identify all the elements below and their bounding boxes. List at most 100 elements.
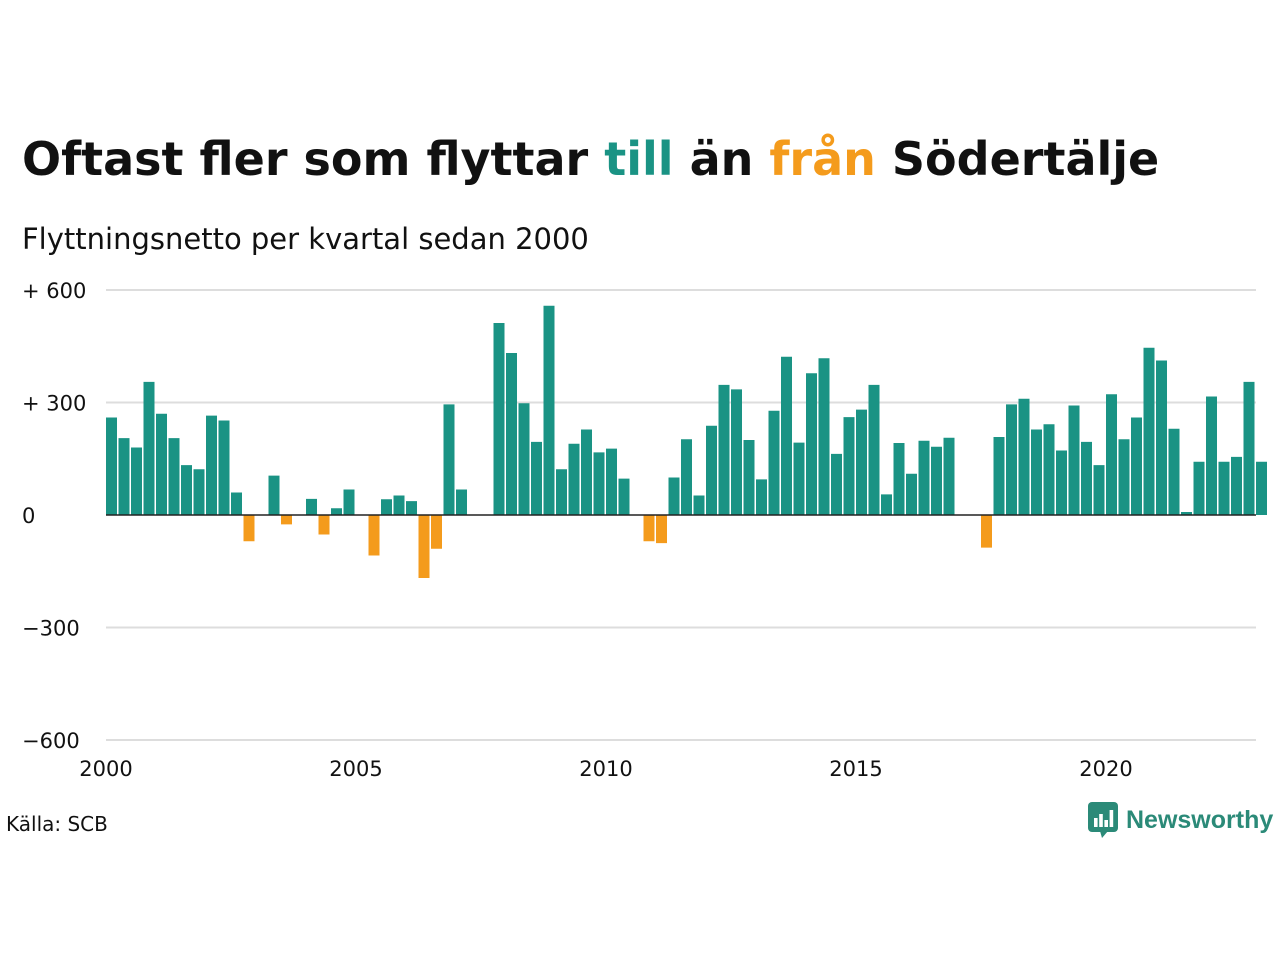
bar <box>893 443 905 515</box>
bar <box>306 498 317 515</box>
bar <box>1156 360 1167 515</box>
bar <box>318 515 330 535</box>
bar <box>1168 428 1180 515</box>
source-note: Källa: SCB <box>6 812 108 836</box>
bar <box>843 417 855 515</box>
bar <box>493 323 505 515</box>
bar <box>331 508 342 515</box>
y-tick-label: −600 <box>22 729 80 753</box>
x-tick-label: 2020 <box>1079 757 1132 781</box>
bar <box>343 489 355 515</box>
x-tick-label: 2000 <box>79 757 132 781</box>
bar <box>106 417 117 515</box>
bar <box>818 358 830 515</box>
bar <box>206 415 217 515</box>
title-part-3: Södertälje <box>875 132 1160 186</box>
bars <box>106 305 1267 578</box>
bar <box>381 499 392 515</box>
bar <box>918 440 930 515</box>
bar <box>868 384 880 515</box>
bar <box>743 440 755 515</box>
y-tick-label: + 600 <box>22 279 86 303</box>
title-part-1: Oftast fler som flyttar <box>22 132 605 186</box>
bar <box>768 410 780 515</box>
bar <box>543 305 555 515</box>
bar <box>1131 417 1142 515</box>
bar <box>1243 381 1255 515</box>
title-word-till: till <box>604 132 674 186</box>
bar <box>281 515 292 525</box>
bar <box>593 452 605 515</box>
bar <box>1043 424 1055 515</box>
bar <box>131 447 142 515</box>
bar <box>718 384 730 515</box>
bar <box>668 477 680 515</box>
bar-chart: + 600 + 300 0 −300 −600 2000 2005 2010 2015 2020 <box>22 279 1267 781</box>
newsworthy-logo-icon <box>1088 802 1118 838</box>
bar <box>243 515 255 542</box>
bar <box>181 465 192 515</box>
bar <box>1256 461 1267 515</box>
bar <box>831 453 842 515</box>
bar <box>1081 441 1092 515</box>
x-tick-label: 2005 <box>329 757 382 781</box>
bar <box>906 473 917 515</box>
bar <box>1181 512 1192 515</box>
bar <box>1106 394 1117 515</box>
bar <box>506 353 517 515</box>
y-tick-label: −300 <box>22 617 80 641</box>
bar <box>681 439 692 515</box>
bar <box>1193 461 1205 515</box>
bar <box>443 404 455 515</box>
bar <box>1031 429 1042 515</box>
bar <box>556 469 567 515</box>
bar <box>1143 347 1155 515</box>
bar <box>931 446 942 515</box>
bar <box>218 420 230 515</box>
newsworthy-logo-text: Newsworthy <box>1126 805 1274 834</box>
bar <box>1068 405 1080 515</box>
bar <box>1118 439 1130 515</box>
bar <box>431 515 442 549</box>
bar <box>581 429 592 515</box>
bar <box>568 443 580 515</box>
x-axis-tick-labels: 2000 2005 2010 2015 2020 <box>79 757 1132 781</box>
bar <box>168 438 180 515</box>
y-tick-label: + 300 <box>22 392 86 416</box>
bar <box>606 448 617 515</box>
title-part-2: än <box>673 132 770 186</box>
title-word-fran: från <box>769 132 876 186</box>
bar <box>881 494 892 515</box>
bar <box>756 479 767 515</box>
x-tick-label: 2010 <box>579 757 632 781</box>
bar <box>1018 398 1030 515</box>
bar <box>1231 456 1242 515</box>
bar <box>1056 450 1067 515</box>
bar <box>693 495 705 515</box>
gridlines <box>106 289 1256 741</box>
bar <box>531 441 542 515</box>
bar <box>793 442 805 515</box>
y-tick-label: 0 <box>22 504 35 528</box>
bar <box>618 478 630 515</box>
chart-title: Oftast fler som flyttar till än från Söd… <box>22 132 1159 186</box>
bar <box>193 469 205 515</box>
bar <box>1006 404 1017 515</box>
bar <box>393 495 405 515</box>
bar <box>943 437 955 515</box>
bar <box>1218 461 1230 515</box>
newsworthy-logo: Newsworthy <box>1088 802 1273 838</box>
bar <box>118 438 130 515</box>
bar <box>643 515 655 542</box>
bar <box>993 437 1005 515</box>
bar <box>231 492 242 515</box>
bar <box>706 425 717 515</box>
bar <box>268 475 280 515</box>
bar <box>656 515 667 544</box>
bar <box>806 373 817 515</box>
chart-subtitle: Flyttningsnetto per kvartal sedan 2000 <box>22 222 589 256</box>
bar <box>856 409 867 515</box>
bar <box>1093 465 1105 515</box>
bar <box>781 356 792 515</box>
bar <box>406 501 417 515</box>
